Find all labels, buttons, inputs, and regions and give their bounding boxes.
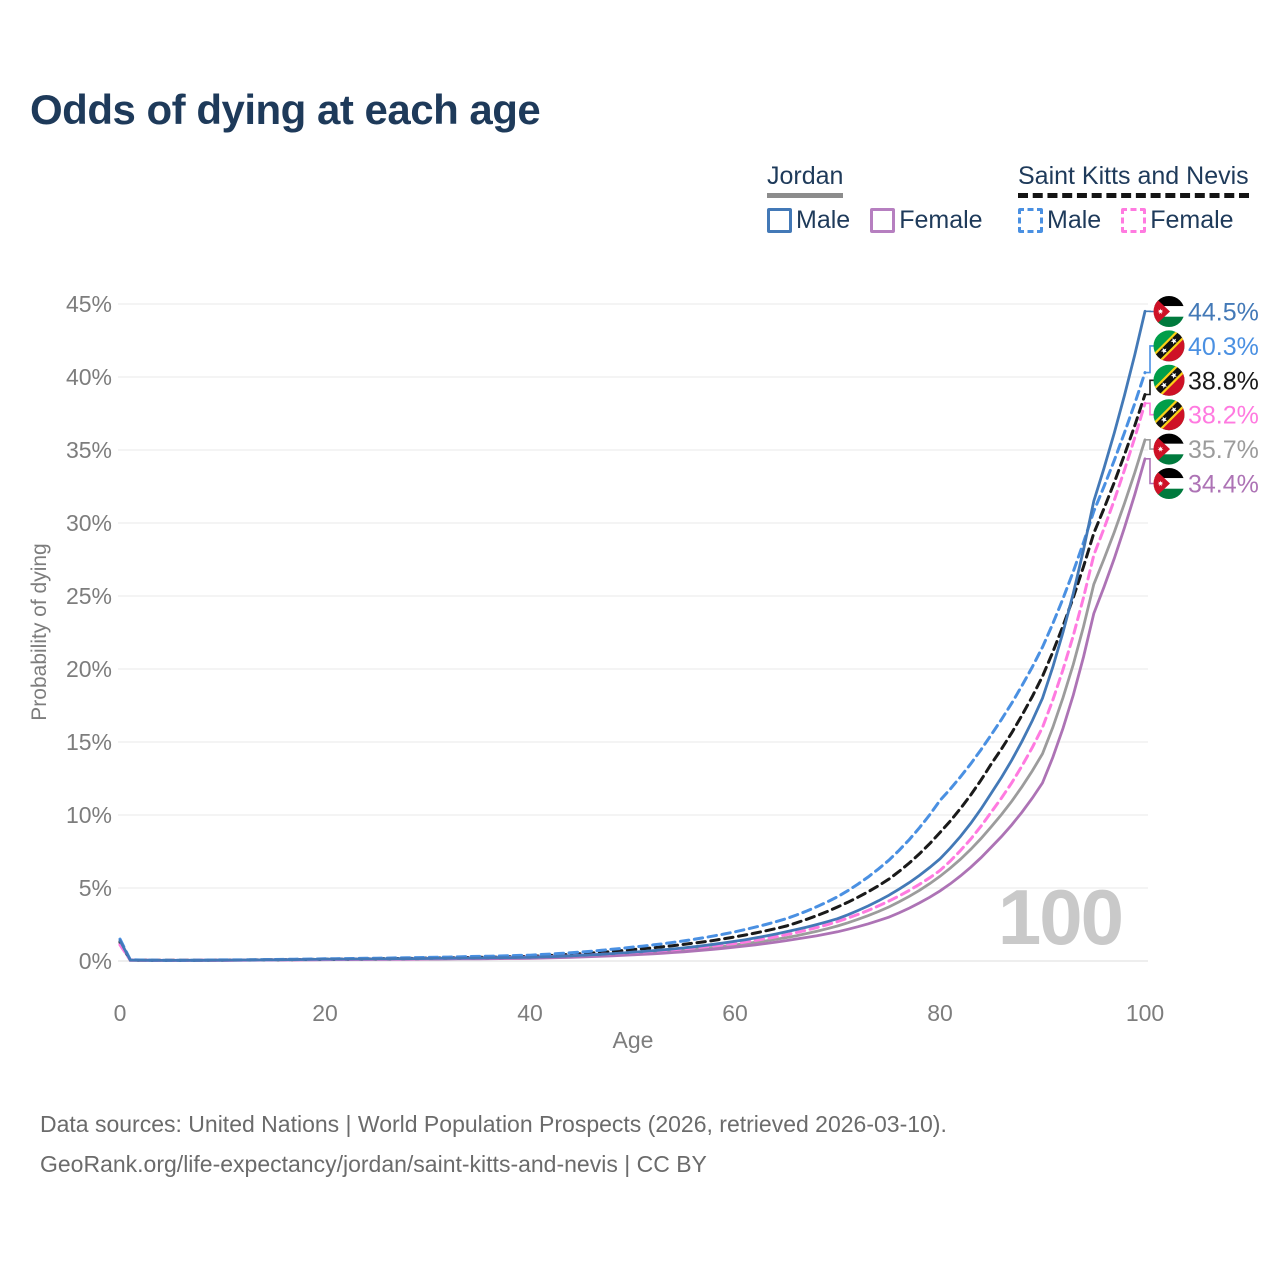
- y-tick-label: 25%: [66, 583, 112, 609]
- series-line-saint-kitts-and-nevis-male[interactable]: [118, 371, 1147, 962]
- y-tick-label: 40%: [66, 364, 112, 390]
- swatch-jordan-female-icon: [870, 208, 896, 233]
- legend-item-label: Female: [1150, 206, 1234, 234]
- end-value-label-saint-kitts-and-nevis-both: 38.8%: [1188, 367, 1259, 395]
- legend-item-jordan-male[interactable]: Male: [767, 206, 850, 235]
- x-axis-title: Age: [613, 1027, 654, 1053]
- y-tick-label: 5%: [79, 875, 112, 901]
- x-tick-label: 100: [1126, 1000, 1164, 1026]
- y-tick-label: 30%: [66, 510, 112, 536]
- x-tick-label: 0: [114, 1000, 127, 1026]
- y-tick-label: 10%: [66, 802, 112, 828]
- flag-jordan-icon: [1153, 296, 1185, 327]
- x-tick-label: 60: [722, 1000, 748, 1026]
- end-label-connector: [1146, 438, 1154, 450]
- series-line-jordan-male[interactable]: [118, 309, 1147, 962]
- legend-item-skn-male[interactable]: Male: [1018, 206, 1101, 235]
- legend-item-label: Male: [796, 206, 851, 234]
- end-label-connector: [1146, 345, 1154, 374]
- legend-item-label: Male: [1047, 206, 1102, 234]
- flag-skn-icon: [1153, 330, 1185, 362]
- legend-group-saint-kitts-and-nevis: Saint Kitts and Nevis Male Female: [1018, 162, 1249, 235]
- flag-jordan-icon: [1153, 468, 1185, 499]
- legend-country-saint-kitts-and-nevis[interactable]: Saint Kitts and Nevis: [1018, 162, 1249, 198]
- x-tick-label: 20: [312, 1000, 338, 1026]
- legend-country-jordan[interactable]: Jordan: [767, 162, 844, 198]
- data-sources-line: Data sources: United Nations | World Pop…: [40, 1111, 947, 1137]
- series-line-saint-kitts-and-nevis-both[interactable]: [118, 393, 1147, 962]
- swatch-jordan-male-icon: [767, 208, 792, 233]
- y-tick-label: 15%: [66, 729, 112, 755]
- end-value-label-jordan-female: 34.4%: [1188, 471, 1259, 499]
- age-counter-watermark: 100: [998, 873, 1122, 961]
- x-tick-label: 80: [927, 1000, 953, 1026]
- legend: Jordan Male Female Saint Kitts and Nevis…: [0, 0, 1280, 250]
- page-title: Odds of dying at each age: [30, 86, 541, 133]
- y-tick-label: 35%: [66, 437, 112, 463]
- end-label-connector: [1146, 457, 1154, 485]
- attribution-line: GeoRank.org/life-expectancy/jordan/saint…: [40, 1151, 707, 1177]
- series-line-saint-kitts-and-nevis-female[interactable]: [118, 401, 1147, 962]
- swatch-skn-female-icon: [1121, 208, 1147, 233]
- legend-item-skn-female[interactable]: Female: [1121, 206, 1234, 235]
- flag-jordan-icon: [1153, 433, 1185, 465]
- y-axis-title: Probability of dying: [28, 543, 51, 720]
- swatch-skn-male-icon: [1018, 208, 1043, 233]
- end-value-label-saint-kitts-and-nevis-male: 40.3%: [1188, 333, 1259, 361]
- y-tick-label: 0%: [79, 948, 112, 974]
- end-value-label-jordan-both: 35.7%: [1188, 436, 1259, 464]
- legend-group-jordan: Jordan Male Female: [767, 162, 983, 235]
- series-line-jordan-both[interactable]: [118, 438, 1147, 962]
- footer: Data sources: United Nations | World Pop…: [40, 1104, 947, 1184]
- legend-item-label: Female: [899, 206, 983, 234]
- legend-item-jordan-female[interactable]: Female: [870, 206, 983, 235]
- series-line-jordan-female[interactable]: [118, 457, 1147, 962]
- end-label-connector: [1146, 402, 1154, 416]
- flag-skn-icon: [1153, 399, 1185, 431]
- flag-skn-icon: [1153, 364, 1185, 396]
- end-value-label-jordan-male: 44.5%: [1188, 299, 1259, 327]
- x-tick-label: 40: [517, 1000, 543, 1026]
- end-value-label-saint-kitts-and-nevis-female: 38.2%: [1188, 402, 1259, 430]
- y-tick-label: 20%: [66, 656, 112, 682]
- y-tick-label: 45%: [66, 291, 112, 317]
- end-label-connector: [1146, 379, 1154, 396]
